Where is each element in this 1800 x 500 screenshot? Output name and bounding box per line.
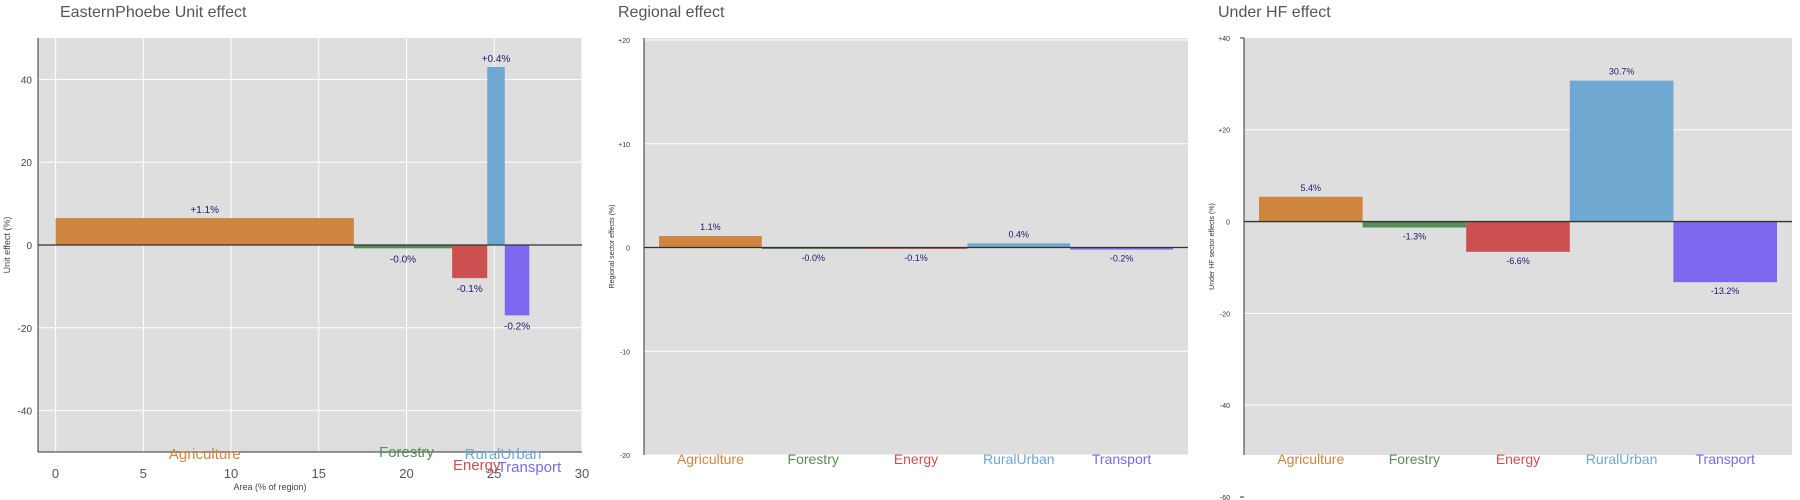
y-tick-label: -40	[18, 407, 33, 418]
bar-value-label: +0.4%	[482, 54, 511, 65]
bar-value-label: -0.2%	[504, 321, 530, 332]
y-axis-title: Under HF sector effects (%)	[1209, 203, 1216, 290]
category-label-energy: Energy	[453, 457, 501, 474]
bar-value-label: -0.0%	[390, 254, 416, 265]
bar-energy	[864, 247, 968, 249]
x-tick-label: 10	[224, 466, 238, 481]
bar-forestry	[353, 245, 453, 249]
y-tick-label: -40	[1220, 403, 1230, 410]
bar-value-label: -6.6%	[1506, 256, 1530, 266]
x-axis-title: Area (% of region)	[233, 482, 306, 492]
category-label-forestry: Forestry	[1389, 451, 1440, 467]
category-label-forestry: Forestry	[379, 444, 435, 461]
y-tick-label: -20	[18, 324, 33, 335]
bar-value-label: 5.4%	[1301, 183, 1322, 193]
y-tick-label: +20	[618, 38, 630, 45]
bar-value-label: -0.1%	[457, 284, 483, 295]
bar-value-label: +1.1%	[190, 205, 219, 216]
x-tick-label: 5	[140, 466, 147, 481]
category-label-transport: Transport	[1092, 451, 1152, 467]
y-tick-label: 0	[1226, 220, 1230, 227]
y-tick-label: -20	[620, 453, 630, 460]
bar-transport	[504, 245, 530, 316]
panel-title: EasternPhoebe Unit effect	[60, 4, 247, 21]
y-tick-label: -60	[1220, 495, 1230, 500]
bar-forestry	[761, 247, 865, 249]
bar-transport	[1070, 247, 1173, 250]
unit-effect-panel: EasternPhoebe Unit effect 40 20 0 -20 -40 0 5 1…	[0, 0, 590, 500]
category-label-ruralurban: RuralUrban	[983, 451, 1055, 467]
bar-value-label: -0.1%	[904, 253, 928, 263]
bar-agriculture	[55, 218, 354, 245]
y-axis-title: Unit effect (%)	[2, 217, 12, 274]
x-tick-label: 30	[575, 466, 589, 481]
y-tick-label: +40	[1218, 36, 1230, 43]
category-label-transport: Transport	[498, 459, 562, 476]
bar-transport	[1673, 221, 1777, 283]
category-label-ruralurban: RuralUrban	[465, 446, 542, 463]
bar-value-label: 0.4%	[1009, 229, 1030, 239]
bar-energy	[452, 245, 488, 279]
bar-agriculture	[659, 236, 762, 248]
category-label-ruralurban: RuralUrban	[1586, 451, 1658, 467]
unit-effect-chart: 40 20 0 -20 -40 0 5 10 15 20 25 30 +1.1% -0.0% -0.1% +0…	[2, 38, 589, 492]
category-label-energy: Energy	[1496, 451, 1540, 467]
bar-value-label: 30.7%	[1609, 67, 1635, 77]
bar-ruralurban	[1569, 80, 1674, 222]
x-tick-label: 20	[399, 466, 413, 481]
panel-title: Regional effect	[618, 4, 725, 21]
regional-effect-chart: +20 +10 0 -10 -20 1.1% Agriculture -0.0% Forestr…	[609, 38, 1188, 467]
x-tick-label: 0	[52, 466, 59, 481]
y-tick-label: -20	[1220, 311, 1230, 318]
y-tick-label: 0	[26, 241, 32, 252]
category-label-agriculture: Agriculture	[677, 451, 744, 467]
bar-value-label: -0.0%	[801, 253, 825, 263]
y-tick-label: 0	[626, 246, 630, 253]
regional-effect-panel: Regional effect +20 +10 0 -10 -20 1.1% Agricul…	[590, 0, 1190, 500]
y-axis-title: Regional sector effects (%)	[609, 205, 616, 289]
bar-agriculture	[1259, 196, 1363, 222]
bar-value-label: 1.1%	[700, 222, 721, 232]
y-tick-label: +10	[618, 142, 630, 149]
y-tick-label: +20	[1218, 128, 1230, 135]
category-label-transport: Transport	[1696, 451, 1756, 467]
category-label-agriculture: Agriculture	[1277, 451, 1344, 467]
category-label-energy: Energy	[894, 451, 938, 467]
bar-ruralurban	[487, 66, 505, 245]
category-label-agriculture: Agriculture	[169, 446, 241, 463]
bar-energy	[1466, 221, 1570, 252]
y-tick-label: 20	[21, 158, 33, 169]
under-hf-effect-panel: Under HF effect +40 +20 0 -20 -40 -60 5.4% Agri…	[1190, 0, 1800, 500]
bar-value-label: -0.2%	[1110, 254, 1134, 264]
x-tick-label: 25	[487, 466, 501, 481]
under-hf-effect-chart: +40 +20 0 -20 -40 -60 5.4% Agriculture -1.3% Fore…	[1209, 36, 1792, 500]
panel-title: Under HF effect	[1218, 4, 1331, 21]
y-tick-label: 40	[21, 75, 33, 86]
x-tick-label: 15	[312, 466, 326, 481]
bar-ruralurban	[967, 243, 1071, 248]
category-label-forestry: Forestry	[788, 451, 839, 467]
bar-forestry	[1362, 221, 1467, 228]
bar-value-label: -1.3%	[1403, 232, 1427, 242]
y-tick-label: -10	[620, 349, 630, 356]
bar-value-label: -13.2%	[1711, 286, 1740, 296]
